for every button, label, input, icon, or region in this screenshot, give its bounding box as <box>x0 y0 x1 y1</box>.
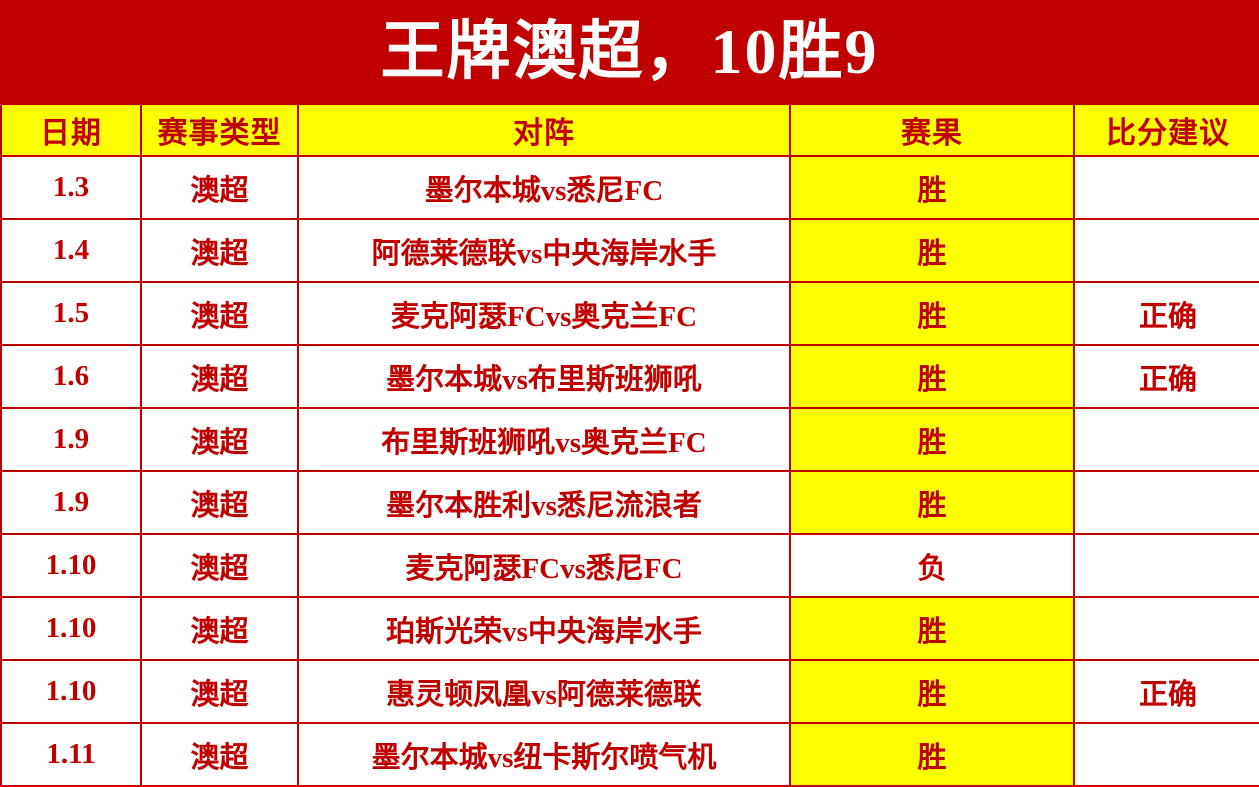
cell-result: 胜 <box>789 218 1075 283</box>
cell-result: 胜 <box>789 659 1075 724</box>
cell-date: 1.9 <box>0 470 142 535</box>
column-header-score-tip: 比分建议 <box>1073 103 1259 157</box>
column-header-date: 日期 <box>0 103 142 157</box>
cell-competition-type: 澳超 <box>140 533 299 598</box>
cell-result: 负 <box>789 533 1075 598</box>
cell-result: 胜 <box>789 344 1075 409</box>
cell-matchup: 惠灵顿凤凰vs阿德莱德联 <box>297 659 791 724</box>
column-header-result: 赛果 <box>789 103 1075 157</box>
page-title: 王牌澳超，10胜9 <box>380 15 879 87</box>
match-table: 日期 赛事类型 对阵 赛果 比分建议 1.3 澳超 墨尔本城vs悉尼FC 胜 1… <box>0 103 1259 787</box>
cell-score-tip <box>1073 155 1259 220</box>
cell-date: 1.6 <box>0 344 142 409</box>
cell-score-tip <box>1073 218 1259 283</box>
table-header: 日期 赛事类型 对阵 赛果 比分建议 <box>0 103 1259 157</box>
cell-competition-type: 澳超 <box>140 155 299 220</box>
cell-competition-type: 澳超 <box>140 407 299 472</box>
table-row: 1.3 澳超 墨尔本城vs悉尼FC 胜 <box>0 155 1259 220</box>
table-row: 1.9 澳超 墨尔本胜利vs悉尼流浪者 胜 <box>0 470 1259 535</box>
table-row: 1.4 澳超 阿德莱德联vs中央海岸水手 胜 <box>0 218 1259 283</box>
cell-matchup: 布里斯班狮吼vs奥克兰FC <box>297 407 791 472</box>
cell-score-tip: 正确 <box>1073 281 1259 346</box>
cell-score-tip: 正确 <box>1073 344 1259 409</box>
cell-matchup: 麦克阿瑟FCvs奥克兰FC <box>297 281 791 346</box>
cell-date: 1.3 <box>0 155 142 220</box>
table-row: 1.11 澳超 墨尔本城vs纽卡斯尔喷气机 胜 <box>0 722 1259 787</box>
cell-matchup: 墨尔本城vs布里斯班狮吼 <box>297 344 791 409</box>
cell-competition-type: 澳超 <box>140 722 299 787</box>
table-body: 1.3 澳超 墨尔本城vs悉尼FC 胜 1.4 澳超 阿德莱德联vs中央海岸水手… <box>0 155 1259 787</box>
table-header-row: 日期 赛事类型 对阵 赛果 比分建议 <box>0 103 1259 157</box>
title-banner: 王牌澳超，10胜9 <box>0 0 1259 103</box>
table-row: 1.10 澳超 惠灵顿凤凰vs阿德莱德联 胜 正确 <box>0 659 1259 724</box>
cell-result: 胜 <box>789 407 1075 472</box>
cell-score-tip <box>1073 407 1259 472</box>
cell-score-tip: 正确 <box>1073 659 1259 724</box>
cell-result: 胜 <box>789 155 1075 220</box>
cell-matchup: 珀斯光荣vs中央海岸水手 <box>297 596 791 661</box>
cell-matchup: 墨尔本胜利vs悉尼流浪者 <box>297 470 791 535</box>
cell-date: 1.4 <box>0 218 142 283</box>
cell-date: 1.9 <box>0 407 142 472</box>
cell-matchup: 墨尔本城vs纽卡斯尔喷气机 <box>297 722 791 787</box>
cell-date: 1.10 <box>0 659 142 724</box>
cell-date: 1.10 <box>0 596 142 661</box>
cell-date: 1.5 <box>0 281 142 346</box>
cell-matchup: 阿德莱德联vs中央海岸水手 <box>297 218 791 283</box>
cell-result: 胜 <box>789 281 1075 346</box>
cell-matchup: 麦克阿瑟FCvs悉尼FC <box>297 533 791 598</box>
cell-score-tip <box>1073 470 1259 535</box>
cell-competition-type: 澳超 <box>140 218 299 283</box>
cell-score-tip <box>1073 722 1259 787</box>
table-row: 1.9 澳超 布里斯班狮吼vs奥克兰FC 胜 <box>0 407 1259 472</box>
cell-date: 1.10 <box>0 533 142 598</box>
cell-competition-type: 澳超 <box>140 596 299 661</box>
table-row: 1.10 澳超 珀斯光荣vs中央海岸水手 胜 <box>0 596 1259 661</box>
cell-competition-type: 澳超 <box>140 659 299 724</box>
table-row: 1.6 澳超 墨尔本城vs布里斯班狮吼 胜 正确 <box>0 344 1259 409</box>
table-row: 1.10 澳超 麦克阿瑟FCvs悉尼FC 负 <box>0 533 1259 598</box>
cell-competition-type: 澳超 <box>140 470 299 535</box>
column-header-competition-type: 赛事类型 <box>140 103 299 157</box>
cell-result: 胜 <box>789 470 1075 535</box>
cell-competition-type: 澳超 <box>140 344 299 409</box>
cell-date: 1.11 <box>0 722 142 787</box>
cell-result: 胜 <box>789 596 1075 661</box>
cell-matchup: 墨尔本城vs悉尼FC <box>297 155 791 220</box>
column-header-matchup: 对阵 <box>297 103 791 157</box>
cell-score-tip <box>1073 596 1259 661</box>
cell-competition-type: 澳超 <box>140 281 299 346</box>
cell-result: 胜 <box>789 722 1075 787</box>
cell-score-tip <box>1073 533 1259 598</box>
table-row: 1.5 澳超 麦克阿瑟FCvs奥克兰FC 胜 正确 <box>0 281 1259 346</box>
